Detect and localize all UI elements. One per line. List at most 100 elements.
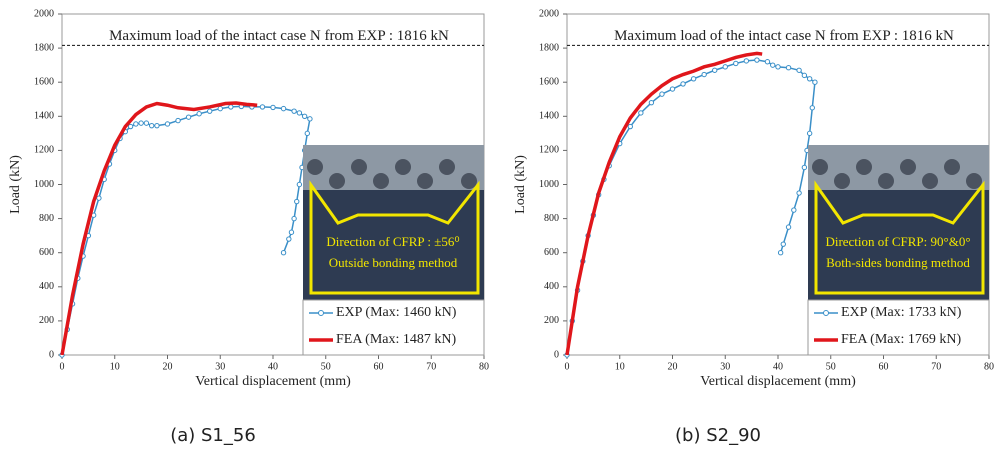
data-point bbox=[638, 110, 644, 116]
data-point bbox=[801, 164, 808, 171]
data-line bbox=[60, 101, 258, 356]
y-tick-label: 1600 bbox=[34, 76, 54, 87]
y-tick-label: 1400 bbox=[539, 111, 559, 122]
annotation: Maximum load of the intact case N from E… bbox=[109, 28, 449, 44]
data-point bbox=[669, 86, 676, 92]
x-tick-label: 60 bbox=[374, 361, 384, 372]
data-point bbox=[207, 108, 213, 114]
data-point bbox=[806, 130, 813, 137]
cfrp-outline bbox=[814, 180, 985, 295]
y-tick-label: 600 bbox=[39, 247, 54, 258]
data-point bbox=[164, 121, 171, 127]
data-point bbox=[791, 207, 797, 213]
data-point bbox=[659, 91, 665, 97]
legend-label: EXP (Max: 1460 kN) bbox=[336, 305, 457, 320]
legend-label: FEA (Max: 1769 kN) bbox=[841, 332, 962, 347]
y-axis-label: Load (kN) bbox=[8, 155, 23, 214]
y-tick-label: 1800 bbox=[539, 42, 559, 53]
data-point bbox=[296, 110, 303, 116]
inset-text: Outside bonding method bbox=[329, 255, 458, 270]
data-point bbox=[217, 105, 223, 112]
x-tick-label: 60 bbox=[879, 361, 889, 372]
bolt bbox=[834, 173, 850, 189]
x-tick-label: 80 bbox=[984, 361, 994, 372]
data-point bbox=[280, 105, 287, 112]
data-point bbox=[259, 104, 266, 110]
x-tick-label: 20 bbox=[668, 361, 678, 372]
data-point bbox=[775, 64, 781, 70]
bolt bbox=[329, 173, 345, 189]
y-tick-label: 200 bbox=[39, 315, 54, 326]
data-point bbox=[809, 105, 815, 111]
x-tick-label: 10 bbox=[110, 361, 120, 372]
caption: (b) S2_90 bbox=[675, 425, 761, 446]
legend-box bbox=[302, 299, 485, 356]
data-point bbox=[228, 104, 234, 110]
data-point bbox=[175, 117, 181, 124]
bolt bbox=[856, 159, 872, 175]
data-point bbox=[627, 123, 633, 130]
x-tick-label: 70 bbox=[931, 361, 941, 372]
x-tick-label: 30 bbox=[720, 361, 730, 372]
data-point bbox=[96, 195, 102, 201]
data-point bbox=[770, 62, 776, 68]
bolt bbox=[307, 159, 323, 175]
y-tick-label: 600 bbox=[544, 247, 559, 258]
y-tick-label: 800 bbox=[544, 213, 559, 224]
data-point bbox=[133, 121, 139, 127]
data-point bbox=[648, 99, 655, 106]
bolt bbox=[373, 173, 389, 189]
legend-label: FEA (Max: 1487 kN) bbox=[336, 332, 457, 347]
data-point bbox=[154, 122, 160, 129]
data-point bbox=[801, 72, 808, 79]
y-tick-label: 1800 bbox=[34, 42, 54, 53]
y-tick-label: 1000 bbox=[34, 179, 54, 190]
data-point bbox=[733, 60, 739, 67]
data-point bbox=[780, 241, 786, 247]
bolt bbox=[900, 159, 916, 175]
data-point bbox=[796, 190, 802, 196]
bolt bbox=[966, 173, 982, 189]
inset-text: Direction of CFRP : ±56⁰ bbox=[326, 234, 459, 249]
inset-text: Direction of CFRP: 90°&0° bbox=[825, 234, 970, 249]
inset-text: Both-sides bonding method bbox=[826, 255, 970, 270]
data-point bbox=[785, 224, 792, 230]
x-tick-label: 50 bbox=[826, 361, 836, 372]
data-point bbox=[270, 104, 276, 111]
y-tick-label: 1000 bbox=[539, 179, 559, 190]
data-point bbox=[722, 64, 728, 70]
data-point bbox=[712, 67, 718, 73]
y-axis-label: Load (kN) bbox=[513, 155, 528, 214]
legend-box bbox=[807, 299, 990, 356]
annotation: Maximum load of the intact case N from E… bbox=[614, 28, 954, 44]
caption: (a) S1_56 bbox=[170, 425, 256, 446]
legend-label: EXP (Max: 1733 kN) bbox=[841, 305, 962, 320]
y-tick-label: 0 bbox=[49, 349, 54, 360]
x-tick-label: 70 bbox=[426, 361, 436, 372]
legend-marker bbox=[318, 310, 324, 316]
y-tick-label: 2000 bbox=[34, 8, 54, 19]
data-point bbox=[296, 181, 303, 188]
data-point bbox=[690, 76, 697, 82]
data-point bbox=[185, 114, 192, 120]
data-point bbox=[196, 111, 202, 117]
y-tick-label: 1600 bbox=[539, 76, 559, 87]
data-point bbox=[304, 130, 310, 137]
y-tick-label: 1400 bbox=[34, 111, 54, 122]
y-tick-label: 1200 bbox=[34, 145, 54, 156]
data-point bbox=[307, 116, 313, 122]
data-point bbox=[138, 120, 144, 126]
bolt bbox=[417, 173, 433, 189]
x-tick-label: 10 bbox=[615, 361, 625, 372]
data-point bbox=[127, 123, 134, 130]
x-axis-label: Vertical displacement (mm) bbox=[195, 374, 351, 389]
data-point bbox=[280, 250, 287, 256]
data-line bbox=[565, 51, 763, 356]
data-point bbox=[812, 79, 818, 85]
bolt bbox=[878, 173, 894, 189]
data-point bbox=[777, 250, 784, 256]
data-line bbox=[566, 59, 816, 356]
data-point bbox=[148, 122, 155, 129]
data-point bbox=[754, 57, 760, 63]
data-point bbox=[680, 81, 686, 87]
